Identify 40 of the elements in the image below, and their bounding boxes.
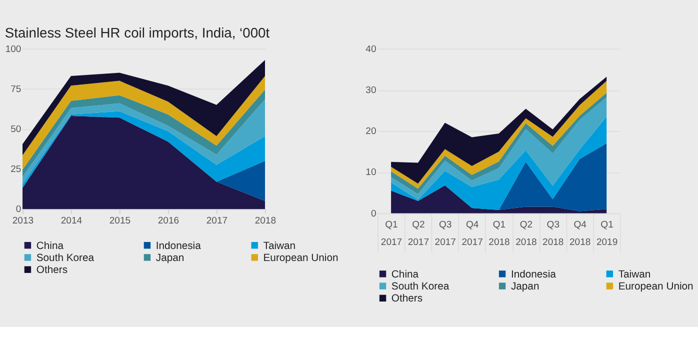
y-tick-label: 25 (10, 164, 22, 175)
legend-label: China (391, 269, 419, 280)
y-tick-label: 0 (16, 204, 22, 215)
y-tick-label: 75 (10, 84, 22, 95)
y-tick-label: 50 (10, 124, 22, 135)
x-tick-label: Q1 2019 (596, 220, 618, 248)
x-tick-label: Q1 2017 (380, 220, 402, 248)
x-tick-label: Q4 2017 (462, 220, 483, 248)
x-tick-label: 2017 (206, 215, 228, 226)
legend-label: Others (391, 294, 423, 305)
y-tick-label: 10 (366, 167, 376, 178)
legend-label: Japan (510, 282, 540, 293)
x-tick-label: 2018 (254, 215, 276, 226)
legend-label: China (36, 240, 64, 252)
y-tick-label: 40 (366, 44, 376, 55)
y-tick-label: 30 (366, 84, 376, 96)
legend-label: Taiwan (263, 240, 296, 252)
x-tick-label: Q3 2018 (542, 220, 564, 248)
x-tick-label: 2013 (12, 215, 34, 226)
legend-label: South Korea (391, 282, 450, 293)
y-tick-label: 0 (370, 208, 376, 220)
legend-label: Others (36, 265, 68, 276)
x-tick-label: Q2 2017 (408, 220, 430, 248)
chart-title: Stainless Steel HR coil imports, India, ‘000t (4, 24, 270, 40)
x-tick-label: 2016 (158, 215, 180, 226)
legend-label: Indonesia (510, 269, 556, 280)
x-tick-label: Q2 2018 (516, 220, 537, 248)
x-tick-label: Q3 2017 (434, 220, 456, 248)
legend-label: Japan (156, 252, 184, 264)
y-tick-label: 100 (5, 44, 22, 55)
x-tick-label: 2015 (109, 215, 131, 226)
legend-label: South Korea (36, 252, 94, 264)
x-tick-label: Q1 2018 (488, 220, 510, 248)
legend-label: European Union (618, 282, 694, 293)
legend-label: Indonesia (156, 240, 202, 252)
legend-label: Taiwan (618, 269, 651, 280)
x-tick-label: Q4 2018 (569, 220, 591, 248)
y-tick-label: 20 (366, 126, 376, 138)
x-tick-label: 2014 (60, 215, 83, 226)
legend-label: European Union (263, 252, 338, 264)
